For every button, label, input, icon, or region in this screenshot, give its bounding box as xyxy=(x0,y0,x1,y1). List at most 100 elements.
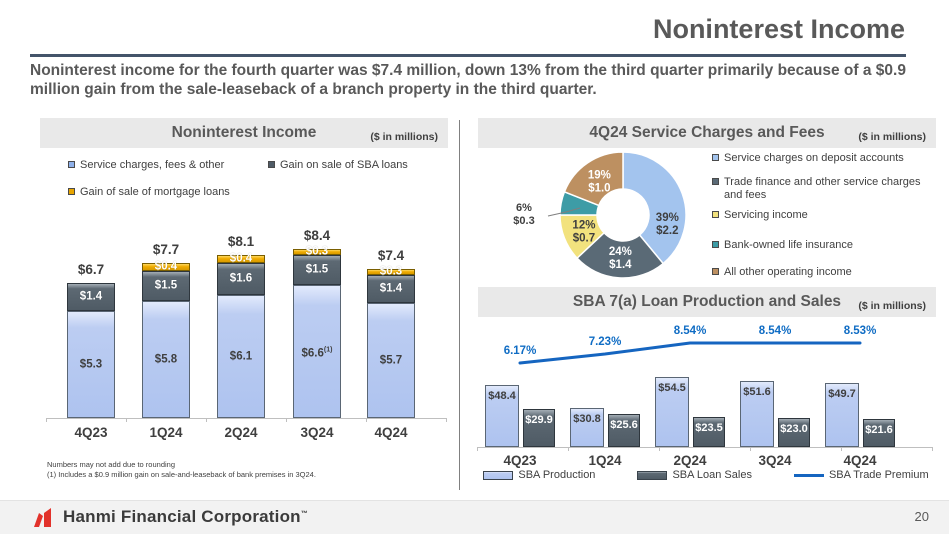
legend-item-pie-5: All other operating income xyxy=(712,266,940,279)
trade-premium-value: 7.23% xyxy=(588,336,622,348)
title-divider xyxy=(30,54,906,57)
sba-loan-sales-bar: $21.6 xyxy=(863,419,895,447)
footnotes: Numbers may not add due to rounding (1) … xyxy=(47,460,316,479)
sba-loan-sales-bar: $23.5 xyxy=(693,417,725,447)
legend-item-pie-4: Bank-owned life insurance xyxy=(712,239,940,252)
noninterest-chart-header: Noninterest Income ($ in millions) xyxy=(40,118,448,148)
bar-segment-label: $1.6 xyxy=(229,272,253,285)
bar-segment-slate: $1.4 xyxy=(367,275,415,303)
legend-swatch-blue xyxy=(483,470,514,480)
service-charges-header: 4Q24 Service Charges and Fees ($ in mill… xyxy=(478,118,936,148)
trademark: ™ xyxy=(300,510,308,518)
axis-tick xyxy=(46,418,47,422)
legend-label: Gain on sale of SBA loans xyxy=(280,159,408,171)
legend-label: Bank-owned life insurance xyxy=(724,239,854,251)
legend-label: Trade finance and other service charges … xyxy=(724,176,921,201)
sba-chart-plot: $48.4 $29.9 4Q23 $30.8 $25.6 1Q24 $54.5 $23.5 2Q… xyxy=(475,318,937,490)
sba-production-bar: $54.5 xyxy=(655,377,689,447)
sba-production-bar: $48.4 xyxy=(485,385,519,447)
category-label: 2Q24 xyxy=(224,425,258,440)
bar-segment-gold: $0.3 xyxy=(367,265,415,278)
pie-outside-value: $0.3 xyxy=(513,215,535,227)
page-title: Noninterest Income xyxy=(652,14,905,44)
bar-segment-slate: $1.5 xyxy=(293,255,341,285)
footer-bar: Hanmi Financial Corporation™ 20 xyxy=(0,500,949,534)
sba-loan-sales-label: $21.6 xyxy=(865,424,893,436)
axis-tick xyxy=(446,418,447,422)
axis-tick xyxy=(286,418,287,422)
bar-segment-label: $5.3 xyxy=(79,358,103,370)
axis-tick xyxy=(932,447,933,451)
bar-segment-blue: $5.7 xyxy=(367,303,415,418)
category-label: 4Q24 xyxy=(374,425,408,440)
axis-tick xyxy=(477,447,478,451)
bar-segment-label: $5.7 xyxy=(379,354,403,366)
sba-chart-legend: SBA Production SBA Loan Sales SBA Trade Pr… xyxy=(475,469,937,481)
bar-segment-slate: $1.4 xyxy=(67,283,115,311)
bar-segment-label: $0.3 xyxy=(379,265,403,278)
legend-item-pie-3: Servicing income xyxy=(712,209,940,222)
trade-premium-polyline xyxy=(518,341,862,365)
bar-total-label: $7.4 xyxy=(377,248,405,263)
bar-segment-blue: $6.1 xyxy=(217,295,265,418)
legend-label: Service charges, fees & other xyxy=(80,159,225,171)
bar-segment-label: $0.3 xyxy=(305,245,329,258)
x-axis xyxy=(477,447,933,448)
axis-tick xyxy=(366,418,367,422)
bar-segment-label: $1.5 xyxy=(154,279,178,292)
vertical-divider xyxy=(459,120,460,490)
bar-segment-gold: $0.4 xyxy=(217,252,265,265)
sba-production-label: $30.8 xyxy=(573,413,601,425)
axis-tick xyxy=(659,447,660,451)
bar-segment-label: $5.8 xyxy=(154,353,178,365)
page-number: 20 xyxy=(914,509,929,524)
pie-slice-5 xyxy=(563,151,624,207)
sba-production-bar: $49.7 xyxy=(825,383,859,447)
category-label: 3Q24 xyxy=(300,425,334,440)
sba-loan-sales-label: $23.5 xyxy=(695,422,723,434)
pie-outside-label: 6% $0.3 xyxy=(500,202,548,228)
hanmi-logo-icon xyxy=(34,508,51,527)
bar-segment-slate: $1.5 xyxy=(142,271,190,301)
legend-swatch-pie-1 xyxy=(712,154,719,161)
bar-segment-label: $1.4 xyxy=(379,282,403,295)
legend-item-blue: Service charges, fees & other xyxy=(68,159,224,172)
category-label: 1Q24 xyxy=(588,453,622,468)
sba-loan-sales-bar: $23.0 xyxy=(778,418,810,447)
footnote-1: (1) Includes a $0.9 million gain on sale… xyxy=(47,469,316,479)
service-charges-units: ($ in millions) xyxy=(858,131,926,143)
trade-premium-value: 8.53% xyxy=(843,325,877,337)
legend-swatch-pie-4 xyxy=(712,241,719,248)
sba-loan-sales-label: $29.9 xyxy=(525,414,553,426)
bar-total-label: $6.7 xyxy=(77,262,105,277)
legend-item-pie-1: Service charges on deposit accounts xyxy=(712,152,940,165)
sba-chart-title: SBA 7(a) Loan Production and Sales xyxy=(572,293,842,310)
sba-loan-sales-bar: $25.6 xyxy=(608,414,640,447)
axis-tick xyxy=(568,447,569,451)
pie-slice-label: 12% $0.7 xyxy=(572,219,595,244)
bar-segment-label: $6.1 xyxy=(229,350,253,362)
sba-chart-header: SBA 7(a) Loan Production and Sales ($ in… xyxy=(478,287,936,317)
bar-segment-gold: $0.3 xyxy=(293,245,341,258)
category-label: 4Q23 xyxy=(503,453,537,468)
pie-slice-2 xyxy=(576,231,665,279)
bar-segment-label: $1.5 xyxy=(305,263,329,276)
pie-slice-label: 24% $1.4 xyxy=(609,246,632,271)
pie-slice-label: 19% $1.0 xyxy=(588,169,611,194)
bar-total-label: $8.4 xyxy=(303,228,331,243)
service-charges-donut: 39% $2.2 24% $1.4 12% $0.7 19% $1.0 xyxy=(547,151,687,279)
pie-slice-1 xyxy=(622,151,687,265)
legend-label: All other operating income xyxy=(724,266,852,278)
legend-swatch-slate xyxy=(268,161,275,168)
noninterest-chart-plot: $5.3 $1.4 $6.7 4Q23 $5.8 $1.5 $0.4 $7.7 1Q24 $6.1… xyxy=(40,225,448,440)
sba-production-label: $54.5 xyxy=(658,382,686,394)
legend-swatch-blue xyxy=(68,161,75,168)
legend-item-sba-loan-sales: SBA Loan Sales xyxy=(637,469,752,481)
legend-item-sba-trade-premium: SBA Trade Premium xyxy=(793,469,929,481)
legend-swatch-pie-2 xyxy=(712,178,719,185)
bar-total-label: $7.7 xyxy=(152,242,180,257)
category-label: 1Q24 xyxy=(149,425,183,440)
bar-segment-label: $0.4 xyxy=(229,252,253,265)
noninterest-chart-title: Noninterest Income xyxy=(171,124,317,141)
